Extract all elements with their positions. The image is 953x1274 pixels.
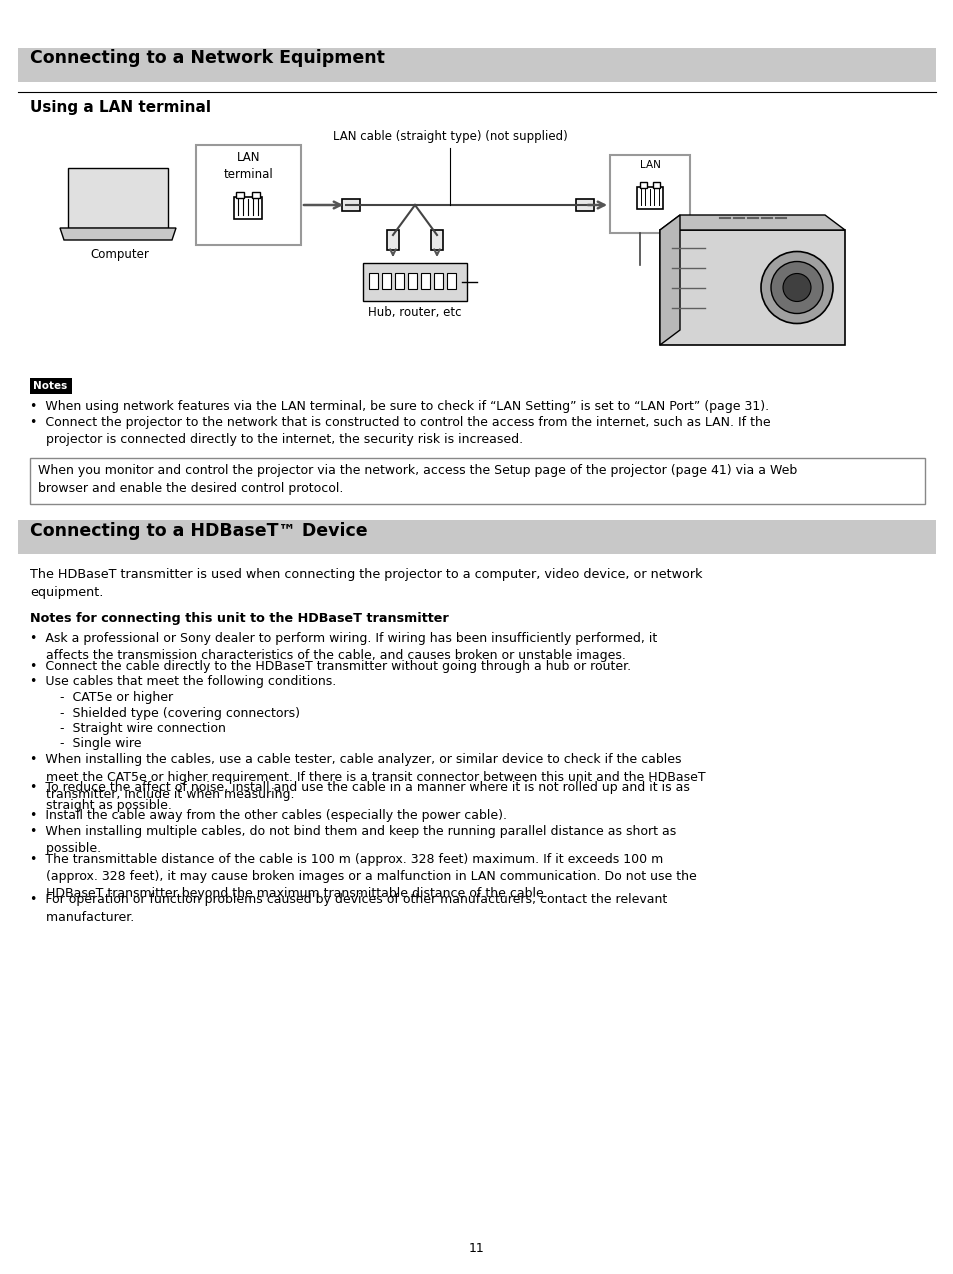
Text: •  Ask a professional or Sony dealer to perform wiring. If wiring has been insuf: • Ask a professional or Sony dealer to p… (30, 632, 657, 662)
Bar (369, 273, 377, 289)
Polygon shape (68, 168, 168, 228)
Bar (420, 273, 430, 289)
Bar (652, 182, 659, 189)
Text: -  CAT5e or higher: - CAT5e or higher (52, 691, 172, 705)
Bar (30, 378, 71, 394)
Text: Connecting to a Network Equipment: Connecting to a Network Equipment (30, 48, 384, 68)
Text: 11: 11 (469, 1242, 484, 1255)
Text: •  Use cables that meet the following conditions.: • Use cables that meet the following con… (30, 675, 335, 688)
Text: -  Shielded type (covering connectors): - Shielded type (covering connectors) (52, 707, 299, 720)
Bar (434, 273, 442, 289)
Bar (236, 192, 244, 197)
Text: •  For operation or function problems caused by devices of other manufacturers, : • For operation or function problems cau… (30, 893, 666, 924)
Text: •  When installing the cables, use a cable tester, cable analyzer, or similar de: • When installing the cables, use a cabl… (30, 753, 705, 801)
Bar (395, 273, 403, 289)
Bar (18, 520, 935, 554)
Bar (253, 192, 260, 197)
Text: LAN: LAN (639, 161, 659, 169)
Bar (576, 199, 594, 211)
Bar (363, 262, 467, 301)
Text: •  When installing multiple cables, do not bind them and keep the running parall: • When installing multiple cables, do no… (30, 824, 676, 855)
Text: •  Install the cable away from the other cables (especially the power cable).: • Install the cable away from the other … (30, 809, 506, 822)
Text: Notes for connecting this unit to the HDBaseT transmitter: Notes for connecting this unit to the HD… (30, 612, 448, 626)
Text: •  Connect the projector to the network that is constructed to control the acces: • Connect the projector to the network t… (30, 417, 770, 446)
Bar (195, 145, 301, 245)
Bar (234, 197, 262, 219)
Polygon shape (659, 215, 844, 231)
Text: When you monitor and control the projector via the network, access the Setup pag: When you monitor and control the project… (38, 464, 797, 496)
Bar (637, 187, 662, 209)
Text: Computer: Computer (91, 248, 150, 261)
Bar (659, 231, 844, 345)
Bar (609, 155, 689, 233)
Text: •  The transmittable distance of the cable is 100 m (approx. 328 feet) maximum. : • The transmittable distance of the cabl… (30, 852, 696, 901)
Bar (447, 273, 456, 289)
Text: LAN cable (straight type) (not supplied): LAN cable (straight type) (not supplied) (333, 130, 567, 143)
Text: •  Connect the cable directly to the HDBaseT transmitter without going through a: • Connect the cable directly to the HDBa… (30, 660, 631, 673)
Text: Using a LAN terminal: Using a LAN terminal (30, 99, 211, 115)
Circle shape (782, 274, 810, 302)
Bar (381, 273, 391, 289)
Bar (341, 199, 359, 211)
Circle shape (770, 261, 822, 313)
Text: •  When using network features via the LAN terminal, be sure to check if “LAN Se: • When using network features via the LA… (30, 400, 768, 413)
Text: Connecting to a HDBaseT™ Device: Connecting to a HDBaseT™ Device (30, 522, 367, 540)
Text: -  Straight wire connection: - Straight wire connection (52, 722, 226, 735)
Bar (387, 231, 398, 250)
Text: The HDBaseT transmitter is used when connecting the projector to a computer, vid: The HDBaseT transmitter is used when con… (30, 568, 701, 599)
Bar (639, 182, 646, 189)
Text: Notes: Notes (33, 381, 67, 391)
Bar (431, 231, 442, 250)
Polygon shape (60, 228, 175, 240)
Circle shape (760, 251, 832, 324)
Bar (30, 457, 924, 505)
Text: Hub, router, etc: Hub, router, etc (368, 306, 461, 318)
Polygon shape (659, 215, 679, 345)
Text: -  Single wire: - Single wire (52, 738, 141, 750)
Text: •  To reduce the affect of noise, install and use the cable in a manner where it: • To reduce the affect of noise, install… (30, 781, 689, 812)
Text: LAN
terminal: LAN terminal (223, 152, 274, 181)
Bar (408, 273, 416, 289)
Bar (18, 48, 935, 82)
